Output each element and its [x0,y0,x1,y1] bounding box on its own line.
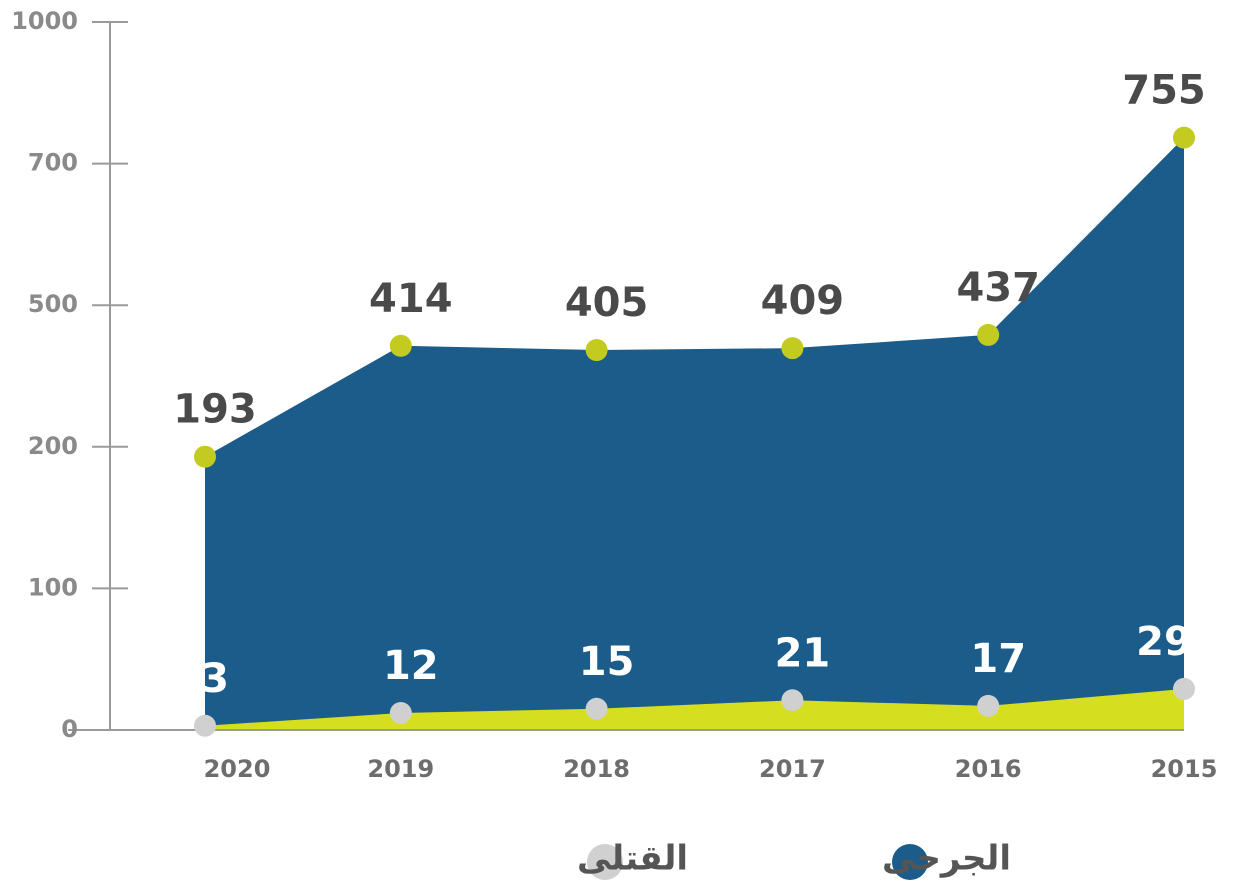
legend-label: الجرحى [882,839,1011,879]
value-label: 755 [1122,68,1206,114]
x-tick-label: 2017 [759,755,826,783]
marker [977,694,1000,717]
value-label: 12 [383,643,439,689]
area [205,688,1184,730]
x-tick-label: 2016 [955,755,1022,783]
marker [1173,677,1195,700]
x-tick-label: 2019 [367,755,434,783]
area [205,137,1184,730]
value-label: 409 [761,278,845,324]
value-label: 17 [970,636,1026,682]
marker [781,337,804,360]
marker [977,323,1000,346]
value-label: 15 [579,639,635,685]
x-tick-label: 2020 [204,755,271,783]
x-tick-label: 2018 [563,755,630,783]
marker [389,334,412,357]
value-label: 193 [173,387,257,433]
marker [194,445,216,468]
legend-label: القتلى [577,839,688,879]
marker [389,702,412,725]
y-tick-label: 200 [28,432,78,460]
legend-swatch [892,844,928,880]
y-tick-label: 100 [28,573,78,601]
y-tick-label: 0 [61,715,78,743]
marker [781,689,804,712]
value-label: 21 [775,630,831,676]
marker [585,339,608,362]
legend-swatch [587,844,623,880]
y-tick-label: 500 [28,290,78,318]
x-tick-label: 2015 [1151,755,1218,783]
value-label: 405 [565,280,649,326]
value-label: 414 [369,276,453,322]
value-label: 437 [956,265,1040,311]
value-label: 29 [1136,619,1192,665]
y-tick-label: 700 [28,149,78,177]
marker [194,714,216,737]
y-tick-label: 1000 [11,7,78,35]
value-label: 3 [201,656,229,702]
marker [585,697,608,720]
marker [1173,126,1195,149]
